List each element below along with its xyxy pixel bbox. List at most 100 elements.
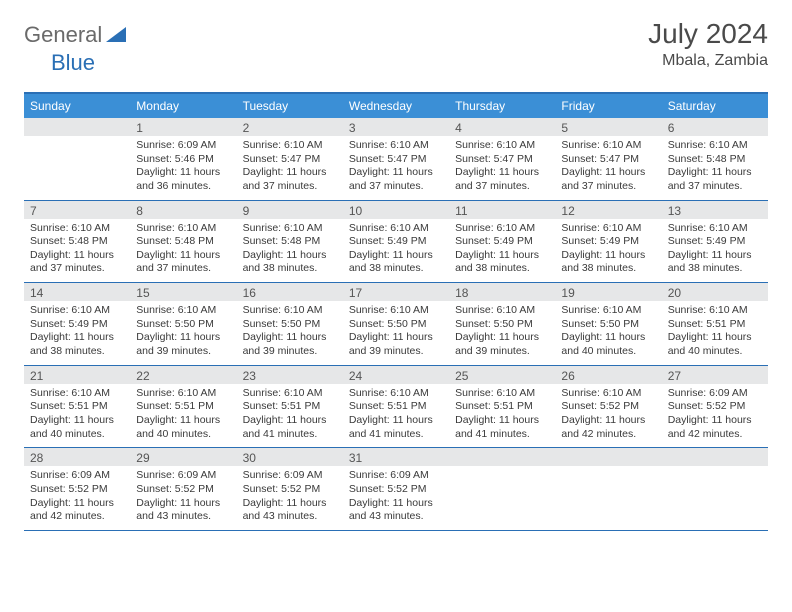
day-detail-line: Sunset: 5:50 PM xyxy=(455,318,549,332)
day-cell: 15Sunrise: 6:10 AMSunset: 5:50 PMDayligh… xyxy=(130,283,236,366)
day-detail-line: Sunset: 5:52 PM xyxy=(30,483,124,497)
day-details: Sunrise: 6:09 AMSunset: 5:52 PMDaylight:… xyxy=(662,384,768,448)
day-detail-line: Daylight: 11 hours and 42 minutes. xyxy=(668,414,762,441)
day-details xyxy=(662,466,768,520)
day-detail-line: Sunset: 5:49 PM xyxy=(668,235,762,249)
day-details: Sunrise: 6:09 AMSunset: 5:52 PMDaylight:… xyxy=(24,466,130,530)
week-row: 14Sunrise: 6:10 AMSunset: 5:49 PMDayligh… xyxy=(24,283,768,366)
day-cell xyxy=(662,448,768,531)
day-detail-line: Sunrise: 6:10 AM xyxy=(349,304,443,318)
day-detail-line: Daylight: 11 hours and 36 minutes. xyxy=(136,166,230,193)
day-number: 16 xyxy=(237,283,343,301)
day-detail-line: Sunrise: 6:10 AM xyxy=(561,139,655,153)
day-details: Sunrise: 6:10 AMSunset: 5:49 PMDaylight:… xyxy=(343,219,449,283)
day-cell: 19Sunrise: 6:10 AMSunset: 5:50 PMDayligh… xyxy=(555,283,661,366)
day-cell: 24Sunrise: 6:10 AMSunset: 5:51 PMDayligh… xyxy=(343,365,449,448)
day-number xyxy=(555,448,661,466)
day-detail-line: Sunset: 5:48 PM xyxy=(30,235,124,249)
dow-wednesday: Wednesday xyxy=(343,93,449,118)
day-number: 8 xyxy=(130,201,236,219)
week-row: 21Sunrise: 6:10 AMSunset: 5:51 PMDayligh… xyxy=(24,365,768,448)
day-number: 25 xyxy=(449,366,555,384)
day-detail-line: Daylight: 11 hours and 39 minutes. xyxy=(455,331,549,358)
day-detail-line: Sunrise: 6:10 AM xyxy=(349,387,443,401)
day-details: Sunrise: 6:10 AMSunset: 5:49 PMDaylight:… xyxy=(449,219,555,283)
day-cell: 1Sunrise: 6:09 AMSunset: 5:46 PMDaylight… xyxy=(130,118,236,200)
day-cell: 17Sunrise: 6:10 AMSunset: 5:50 PMDayligh… xyxy=(343,283,449,366)
day-detail-line: Sunrise: 6:10 AM xyxy=(455,222,549,236)
day-detail-line: Sunrise: 6:10 AM xyxy=(561,387,655,401)
day-cell xyxy=(24,118,130,200)
day-details: Sunrise: 6:10 AMSunset: 5:48 PMDaylight:… xyxy=(662,136,768,200)
day-detail-line: Daylight: 11 hours and 37 minutes. xyxy=(561,166,655,193)
day-detail-line: Sunset: 5:46 PM xyxy=(136,153,230,167)
brand-triangle-icon xyxy=(106,24,126,47)
day-cell: 7Sunrise: 6:10 AMSunset: 5:48 PMDaylight… xyxy=(24,200,130,283)
day-detail-line: Sunset: 5:51 PM xyxy=(349,400,443,414)
day-cell: 28Sunrise: 6:09 AMSunset: 5:52 PMDayligh… xyxy=(24,448,130,531)
day-details: Sunrise: 6:10 AMSunset: 5:50 PMDaylight:… xyxy=(237,301,343,365)
day-detail-line: Daylight: 11 hours and 42 minutes. xyxy=(30,497,124,524)
brand-part1: General xyxy=(24,22,102,48)
day-detail-line: Sunrise: 6:10 AM xyxy=(668,304,762,318)
location-label: Mbala, Zambia xyxy=(648,52,768,70)
brand-logo: General xyxy=(24,18,128,48)
day-cell: 25Sunrise: 6:10 AMSunset: 5:51 PMDayligh… xyxy=(449,365,555,448)
day-details: Sunrise: 6:10 AMSunset: 5:49 PMDaylight:… xyxy=(24,301,130,365)
day-detail-line: Sunset: 5:49 PM xyxy=(455,235,549,249)
day-number xyxy=(24,118,130,136)
day-cell: 29Sunrise: 6:09 AMSunset: 5:52 PMDayligh… xyxy=(130,448,236,531)
day-cell: 4Sunrise: 6:10 AMSunset: 5:47 PMDaylight… xyxy=(449,118,555,200)
day-detail-line: Sunrise: 6:10 AM xyxy=(136,387,230,401)
day-detail-line: Daylight: 11 hours and 40 minutes. xyxy=(561,331,655,358)
day-number: 21 xyxy=(24,366,130,384)
day-detail-line: Sunset: 5:49 PM xyxy=(561,235,655,249)
day-detail-line: Daylight: 11 hours and 39 minutes. xyxy=(349,331,443,358)
day-details: Sunrise: 6:10 AMSunset: 5:47 PMDaylight:… xyxy=(343,136,449,200)
day-details: Sunrise: 6:09 AMSunset: 5:52 PMDaylight:… xyxy=(237,466,343,530)
day-detail-line: Sunset: 5:51 PM xyxy=(668,318,762,332)
title-block: July 2024 Mbala, Zambia xyxy=(648,18,768,70)
day-details: Sunrise: 6:10 AMSunset: 5:50 PMDaylight:… xyxy=(343,301,449,365)
day-number: 5 xyxy=(555,118,661,136)
day-cell: 22Sunrise: 6:10 AMSunset: 5:51 PMDayligh… xyxy=(130,365,236,448)
dow-thursday: Thursday xyxy=(449,93,555,118)
day-detail-line: Sunrise: 6:10 AM xyxy=(243,222,337,236)
day-detail-line: Daylight: 11 hours and 39 minutes. xyxy=(243,331,337,358)
day-number xyxy=(662,448,768,466)
day-cell: 8Sunrise: 6:10 AMSunset: 5:48 PMDaylight… xyxy=(130,200,236,283)
day-details: Sunrise: 6:10 AMSunset: 5:48 PMDaylight:… xyxy=(24,219,130,283)
day-details: Sunrise: 6:10 AMSunset: 5:51 PMDaylight:… xyxy=(130,384,236,448)
day-details: Sunrise: 6:10 AMSunset: 5:50 PMDaylight:… xyxy=(555,301,661,365)
day-number: 14 xyxy=(24,283,130,301)
day-number: 15 xyxy=(130,283,236,301)
day-detail-line: Sunrise: 6:10 AM xyxy=(668,139,762,153)
day-number: 31 xyxy=(343,448,449,466)
day-detail-line: Sunrise: 6:09 AM xyxy=(668,387,762,401)
day-details: Sunrise: 6:10 AMSunset: 5:51 PMDaylight:… xyxy=(662,301,768,365)
day-number: 4 xyxy=(449,118,555,136)
day-detail-line: Sunrise: 6:10 AM xyxy=(30,222,124,236)
day-detail-line: Sunset: 5:52 PM xyxy=(349,483,443,497)
day-number: 28 xyxy=(24,448,130,466)
day-number: 22 xyxy=(130,366,236,384)
day-detail-line: Sunrise: 6:10 AM xyxy=(30,387,124,401)
day-number xyxy=(449,448,555,466)
day-cell: 18Sunrise: 6:10 AMSunset: 5:50 PMDayligh… xyxy=(449,283,555,366)
month-title: July 2024 xyxy=(648,18,768,50)
calendar-table: Sunday Monday Tuesday Wednesday Thursday… xyxy=(24,92,768,531)
day-number: 9 xyxy=(237,201,343,219)
day-number: 7 xyxy=(24,201,130,219)
day-cell xyxy=(555,448,661,531)
day-detail-line: Sunset: 5:51 PM xyxy=(243,400,337,414)
day-number: 23 xyxy=(237,366,343,384)
day-details: Sunrise: 6:10 AMSunset: 5:52 PMDaylight:… xyxy=(555,384,661,448)
day-detail-line: Daylight: 11 hours and 37 minutes. xyxy=(30,249,124,276)
day-detail-line: Sunset: 5:47 PM xyxy=(243,153,337,167)
week-row: 7Sunrise: 6:10 AMSunset: 5:48 PMDaylight… xyxy=(24,200,768,283)
day-number: 12 xyxy=(555,201,661,219)
day-detail-line: Sunset: 5:48 PM xyxy=(668,153,762,167)
day-number: 26 xyxy=(555,366,661,384)
day-cell: 20Sunrise: 6:10 AMSunset: 5:51 PMDayligh… xyxy=(662,283,768,366)
day-cell: 10Sunrise: 6:10 AMSunset: 5:49 PMDayligh… xyxy=(343,200,449,283)
